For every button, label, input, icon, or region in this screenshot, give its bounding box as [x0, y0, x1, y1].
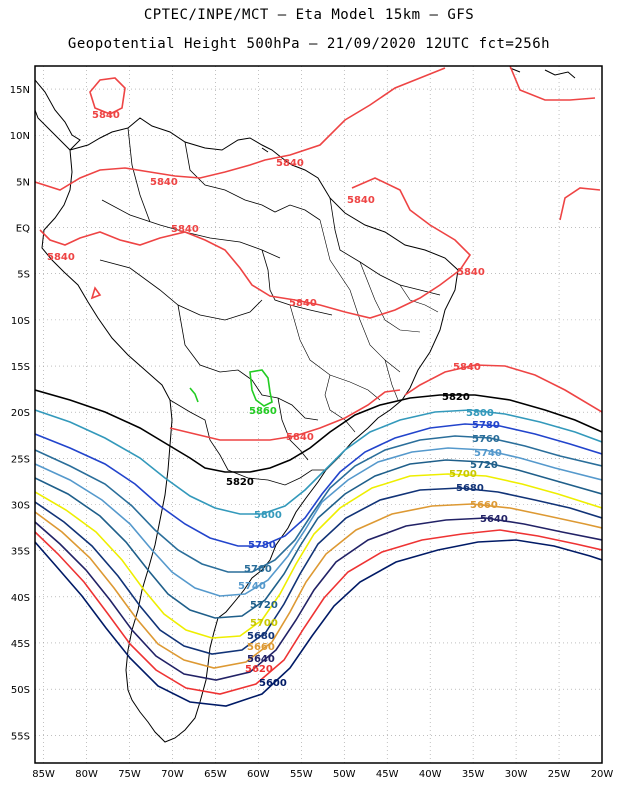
lat-tick-label: 25S	[11, 454, 30, 465]
lat-tick-label: 20S	[11, 408, 30, 419]
label-5660-a: 5660	[470, 500, 498, 511]
lon-tick-label: 55W	[290, 769, 313, 780]
plot-frame	[34, 65, 603, 764]
lat-tick-label: 5S	[17, 270, 30, 281]
lat-tick-label: 15S	[11, 362, 30, 373]
lon-tick-label: 50W	[333, 769, 356, 780]
contour-5780-line	[35, 423, 602, 547]
contour-5620-line	[35, 529, 602, 695]
label-5840-d: 5840	[347, 195, 375, 206]
contour-labels: 5840 5840 5840 5840 5840 5840 5840 5840 …	[47, 110, 508, 689]
label-5620: 5620	[245, 664, 273, 675]
contour-5840-line	[35, 66, 602, 441]
label-5680-a: 5680	[456, 483, 484, 494]
contour-5860-line	[189, 369, 273, 407]
lon-tick-label: 25W	[548, 769, 571, 780]
lat-tick-label: 35S	[11, 547, 30, 558]
label-5640-b: 5640	[247, 654, 275, 665]
label-5840-a: 5840	[92, 110, 120, 121]
map-title-line-1: CPTEC/INPE/MCT — Eta Model 15km — GFS	[143, 7, 475, 23]
contour-5640-line	[35, 517, 602, 681]
contour-5820-line	[35, 389, 602, 473]
lat-tick-label: 10S	[11, 316, 30, 327]
contour-5800-line	[35, 409, 602, 515]
label-5840-c: 5840	[150, 177, 178, 188]
lat-tick-label: 55S	[11, 731, 30, 742]
label-5780-b: 5780	[248, 540, 276, 551]
label-5740-a: 5740	[474, 448, 502, 459]
label-5700-a: 5700	[449, 469, 477, 480]
contour-5720-line	[35, 459, 602, 619]
contour-5700-line	[35, 473, 602, 639]
lat-tick-label: 40S	[11, 593, 30, 604]
contour-5740-line	[35, 447, 602, 597]
lon-tick-label: 40W	[419, 769, 442, 780]
label-5740-b: 5740	[238, 581, 266, 592]
country-borders	[99, 127, 441, 486]
south-america-outline	[41, 117, 459, 743]
land-boundaries	[35, 67, 576, 743]
label-5780-a: 5780	[472, 420, 500, 431]
lon-tick-label: 85W	[32, 769, 55, 780]
lon-tick-label: 35W	[462, 769, 485, 780]
label-5720-b: 5720	[250, 600, 278, 611]
label-5840-f: 5840	[47, 252, 75, 263]
label-5840-e: 5840	[171, 224, 199, 235]
label-5680-b: 5680	[247, 631, 275, 642]
label-5660-b: 5660	[247, 642, 275, 653]
central-america-outline	[35, 79, 81, 151]
label-5820-a: 5820	[442, 392, 470, 403]
label-5860: 5860	[249, 406, 277, 417]
label-5640-a: 5640	[480, 514, 508, 525]
label-5600: 5600	[259, 678, 287, 689]
lon-tick-label: 45W	[376, 769, 399, 780]
lat-tick-label: 30S	[11, 501, 30, 512]
label-5840-i: 5840	[453, 362, 481, 373]
label-5840-g: 5840	[457, 267, 485, 278]
lat-tick-label: EQ	[16, 224, 30, 235]
label-5720-a: 5720	[470, 460, 498, 471]
contour-5680-line	[35, 487, 602, 655]
lon-tick-label: 75W	[118, 769, 141, 780]
lon-tick-label: 60W	[247, 769, 270, 780]
lat-tick-label: 50S	[11, 685, 30, 696]
label-5840-h: 5840	[289, 298, 317, 309]
lat-tick-label: 10N	[10, 131, 30, 142]
contour-5760-line	[35, 435, 602, 573]
lon-tick-label: 30W	[505, 769, 528, 780]
contour-5660-line	[35, 503, 602, 669]
lon-tick-label: 20W	[591, 769, 614, 780]
height-contours	[35, 66, 602, 707]
lon-tick-label: 80W	[75, 769, 98, 780]
lat-tick-label: 5N	[16, 177, 30, 188]
label-5800-a: 5800	[466, 408, 494, 419]
label-5840-j: 5840	[286, 432, 314, 443]
label-5760-a: 5760	[472, 434, 500, 445]
contour-5600-line	[35, 539, 602, 707]
grid-lines	[35, 66, 603, 763]
label-5840-b: 5840	[276, 158, 304, 169]
label-5800-b: 5800	[254, 510, 282, 521]
lat-tick-label: 45S	[11, 639, 30, 650]
axis-ticks: 85W 80W 75W 70W 65W 60W 55W 50W 45W 40W 35W 30W 25W 2…	[10, 85, 614, 780]
lon-tick-label: 70W	[161, 769, 184, 780]
lat-tick-label: 15N	[10, 85, 30, 96]
label-5820-b: 5820	[226, 477, 254, 488]
state-borders	[289, 219, 439, 433]
map-title-line-2: Geopotential Height 500hPa — 21/09/2020 …	[67, 36, 551, 52]
label-5760-b: 5760	[244, 564, 272, 575]
label-5700-b: 5700	[250, 618, 278, 629]
lon-tick-label: 65W	[204, 769, 227, 780]
plot-background	[35, 66, 602, 763]
